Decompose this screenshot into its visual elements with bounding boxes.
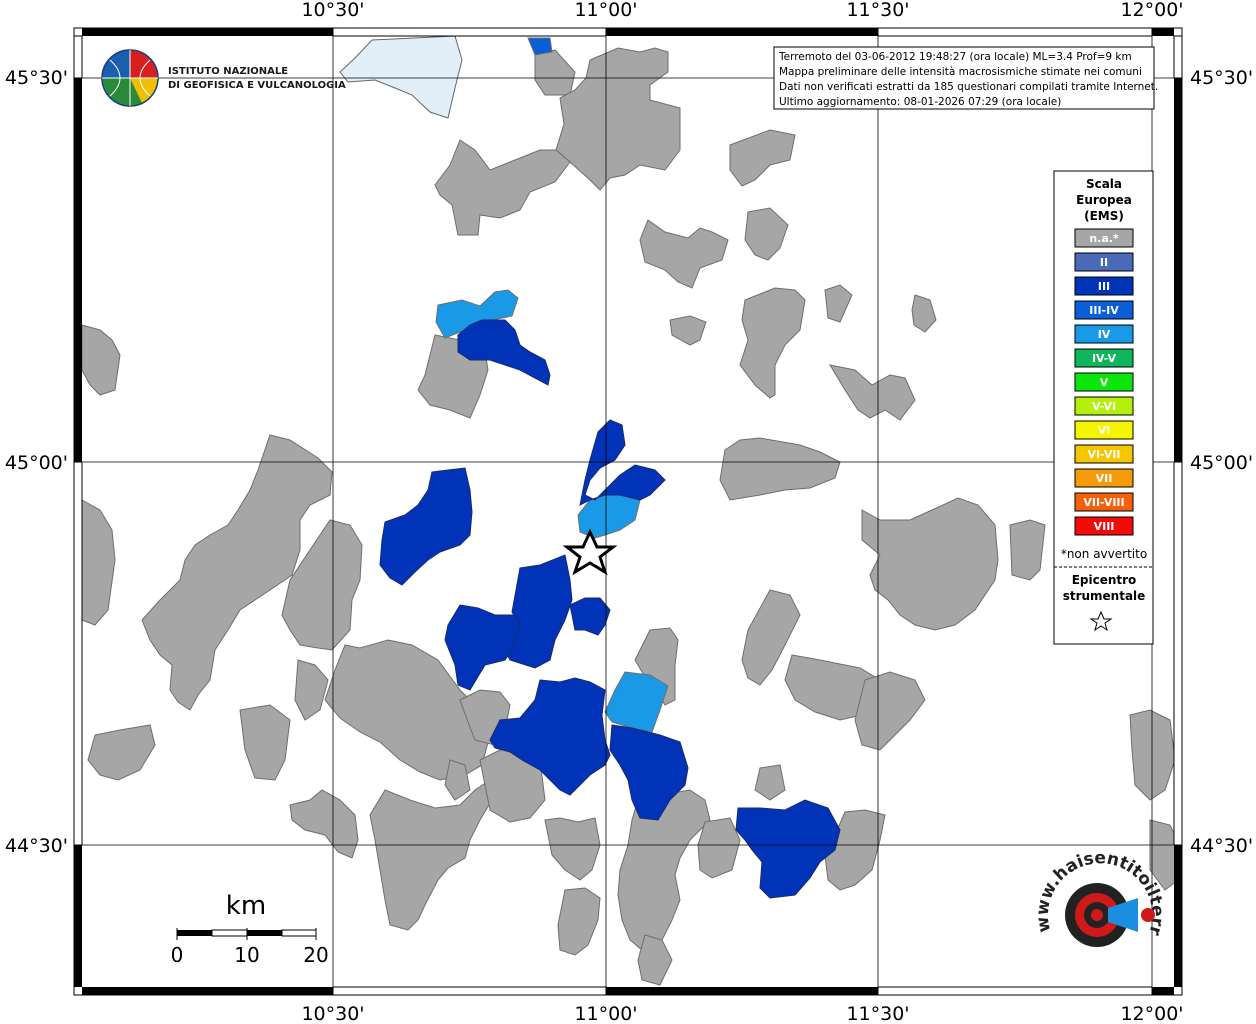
legend-swatch-label: VII [1096, 472, 1113, 485]
legend-swatch-label: VII-VIII [1083, 496, 1124, 509]
ingv-logo: ISTITUTO NAZIONALE DI GEOFISICA E VULCAN… [101, 49, 346, 107]
scale-tick-0: 0 [171, 943, 184, 967]
legend-swatch-label: V [1100, 376, 1109, 389]
legend-swatch-label: III [1098, 280, 1110, 293]
legend-swatch [1074, 396, 1134, 416]
left-label-2: 45°00' [5, 452, 68, 474]
right-label-2: 45°00' [1190, 452, 1253, 474]
legend-swatch-label: n.a.* [1089, 232, 1119, 245]
globe-icon [101, 49, 159, 107]
legend-items: n.a.*IIIIIIII-IVIVIV-VVV-VIVIVI-VIIVIIVI… [1074, 228, 1134, 536]
legend-swatch-label: VI-VII [1087, 448, 1120, 461]
municipalities-intensity-III-IV [527, 37, 553, 56]
scale-unit: km [226, 891, 266, 921]
logo-line-2: DI GEOFISICA E VULCANOLOGIA [168, 80, 346, 91]
left-label-1: 45°30' [5, 67, 68, 89]
bottom-label-2: 11°00' [574, 1003, 637, 1024]
legend-epicenter-1: Epicentro [1072, 573, 1137, 587]
epicenter-star-icon [562, 528, 618, 576]
seismo-icon [1065, 883, 1155, 947]
municipalities-intensity-IV [435, 289, 669, 733]
legend-swatch [1074, 324, 1134, 344]
logo-line-1: ISTITUTO NAZIONALE [168, 66, 288, 77]
legend-swatch [1074, 276, 1134, 296]
legend-swatch-label: VI [1098, 424, 1111, 437]
municipalities-intensity-III [379, 319, 841, 899]
legend: Scala Europea (EMS) n.a.*IIIIIIII-IVIVIV… [1053, 170, 1154, 645]
top-label-2: 11°00' [574, 0, 637, 21]
info-line-1: Terremoto del 03-06-2012 19:48:27 (ora l… [778, 51, 1132, 63]
legend-swatch [1074, 468, 1134, 488]
lake-garda [339, 35, 463, 119]
legend-swatch-label: II [1100, 256, 1108, 269]
right-label-3: 44°30' [1190, 835, 1253, 857]
legend-swatch [1074, 372, 1134, 392]
top-tick-labels: 10°30' 11°00' 11°30' 12°00' [301, 0, 1183, 21]
legend-swatch [1074, 444, 1134, 464]
info-line-4: Ultimo aggiornamento: 08-01-2026 07:29 (… [779, 96, 1061, 108]
right-tick-labels: 45°30' 45°00' 44°30' [1190, 67, 1253, 857]
bottom-label-1: 10°30' [301, 1003, 364, 1024]
legend-swatch [1074, 516, 1134, 536]
legend-swatch-label: III-IV [1089, 304, 1119, 317]
left-tick-labels: 45°30' 45°00' 44°30' [5, 67, 68, 857]
scale-bar: km 0 10 20 [171, 891, 329, 967]
info-box: Terremoto del 03-06-2012 19:48:27 (ora l… [773, 46, 1158, 110]
legend-title-3: (EMS) [1084, 209, 1124, 223]
legend-star-icon [1089, 610, 1113, 632]
legend-title-1: Scala [1086, 177, 1122, 191]
top-label-4: 12°00' [1120, 0, 1183, 21]
info-line-2: Mappa preliminare delle intensità macros… [779, 66, 1142, 78]
bottom-label-4: 12°00' [1120, 1003, 1183, 1024]
legend-swatch [1074, 252, 1134, 272]
legend-swatch-label: IV [1098, 328, 1111, 341]
legend-swatch [1074, 348, 1134, 368]
scale-tick-20: 20 [303, 943, 328, 967]
top-label-1: 10°30' [301, 0, 364, 21]
bottom-label-3: 11°30' [846, 1003, 909, 1024]
legend-swatch [1074, 228, 1134, 248]
info-line-3: Dati non verificati estratti da 185 ques… [779, 81, 1158, 93]
right-label-1: 45°30' [1190, 67, 1253, 89]
top-label-3: 11°30' [846, 0, 909, 21]
legend-epicenter-2: strumentale [1063, 589, 1146, 603]
legend-swatch-label: IV-V [1092, 352, 1117, 365]
bottom-tick-labels: 10°30' 11°00' 11°30' 12°00' [301, 1003, 1183, 1024]
legend-swatch [1074, 300, 1134, 320]
legend-title-2: Europea [1076, 193, 1132, 207]
legend-footnote: *non avvertito [1061, 547, 1147, 561]
left-label-3: 44°30' [5, 835, 68, 857]
legend-swatch [1074, 492, 1134, 512]
map-frame [73, 27, 1183, 996]
legend-swatch-label: VIII [1094, 520, 1115, 533]
legend-swatch [1074, 420, 1134, 440]
scale-tick-10: 10 [234, 943, 259, 967]
legend-swatch-label: V-VI [1092, 400, 1116, 413]
